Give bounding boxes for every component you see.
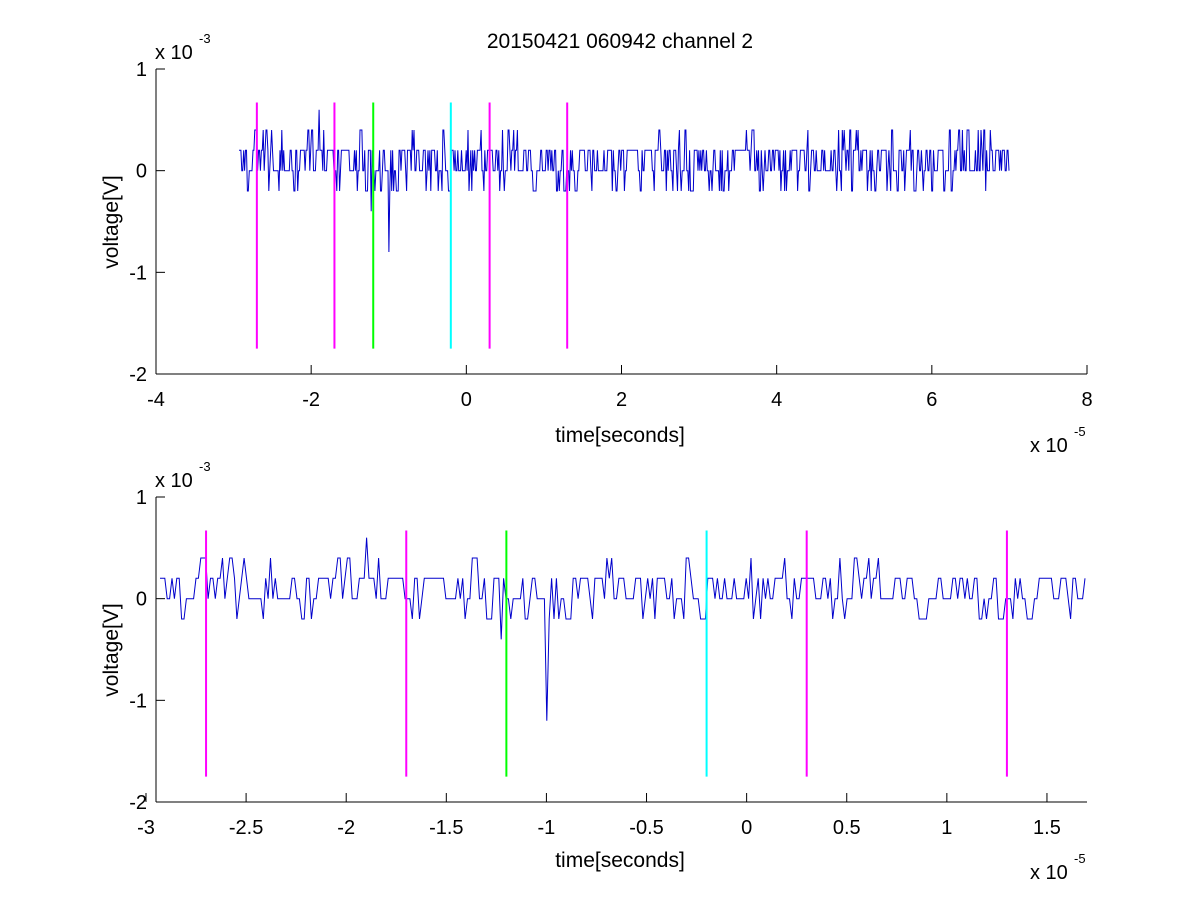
bottom-x-tick-label: 1.5: [1033, 817, 1061, 839]
bottom-y-tick-label: -2: [129, 792, 147, 814]
top-x-tick-label: -2: [302, 389, 320, 411]
bottom-y-multiplier-base: x 10: [155, 470, 193, 492]
top-x-tick-label: 2: [616, 389, 627, 411]
top-x-tick-label: 6: [926, 389, 937, 411]
bottom-y-tick-label: -1: [129, 690, 147, 712]
bottom-x-multiplier-base: x 10: [1030, 862, 1068, 884]
top-y-tick-label: 0: [136, 161, 147, 183]
top-x-tick-label: -4: [147, 389, 165, 411]
bottom-x-multiplier: x 10 -5: [1030, 851, 1086, 884]
bottom-x-tick-label: -2: [337, 817, 355, 839]
top-chart: 20150421 060942 channel 2 -4 -2 0 2 4 6 810-1-…: [100, 30, 1093, 457]
bottom-x-tick-label: 1: [941, 817, 952, 839]
top-chart-plot-area: -4 -2 0 2 4 6 810-1-2: [129, 59, 1092, 411]
top-x-tick-label: 8: [1081, 389, 1092, 411]
top-x-tick-label: 4: [771, 389, 782, 411]
bottom-x-multiplier-exp: -5: [1074, 851, 1086, 866]
bottom-y-multiplier: x 10 -3: [155, 459, 211, 492]
bottom-x-tick-label: -3: [137, 817, 155, 839]
bottom-voltage-trace: [160, 537, 1086, 721]
bottom-x-tick-label: -0.5: [629, 817, 663, 839]
bottom-chart-plot-area: -3 -2.5 -2 -1.5 -1 -0.5 0 0.5 1 1.5 1 0 -1 -2: [129, 487, 1087, 839]
bottom-x-tick-label: -1.5: [429, 817, 463, 839]
top-y-tick-label: -1: [129, 262, 147, 284]
bottom-x-tick-label: 0.5: [833, 817, 861, 839]
top-y-multiplier-exp: -3: [199, 31, 211, 46]
top-x-axis-label: time[seconds]: [555, 424, 685, 447]
top-x-multiplier-base: x 10: [1030, 435, 1068, 457]
top-voltage-trace: [239, 109, 1010, 253]
top-y-multiplier-base: x 10: [155, 42, 193, 64]
bottom-x-tick-label: -2.5: [229, 817, 263, 839]
chart-title: 20150421 060942 channel 2: [487, 30, 753, 53]
bottom-y-axis-label: voltage[V]: [100, 603, 123, 696]
top-x-multiplier: x 10 -5: [1030, 424, 1086, 457]
top-y-tick-label: 1: [136, 59, 147, 81]
top-x-multiplier-exp: -5: [1074, 424, 1086, 439]
bottom-x-tick-label: 0: [741, 817, 752, 839]
bottom-y-tick-label: 0: [136, 589, 147, 611]
bottom-y-multiplier-exp: -3: [199, 459, 211, 474]
bottom-y-tick-label: 1: [136, 487, 147, 509]
top-x-tick-label: 0: [461, 389, 472, 411]
top-y-axis-label: voltage[V]: [100, 175, 123, 268]
bottom-x-axis-label: time[seconds]: [555, 849, 685, 872]
top-y-multiplier: x 10 -3: [155, 31, 211, 64]
bottom-x-tick-label: -1: [538, 817, 556, 839]
bottom-chart: -3 -2.5 -2 -1.5 -1 -0.5 0 0.5 1 1.5 1 0 -1 -2 time[se…: [100, 459, 1087, 884]
top-y-tick-label: -2: [129, 364, 147, 386]
